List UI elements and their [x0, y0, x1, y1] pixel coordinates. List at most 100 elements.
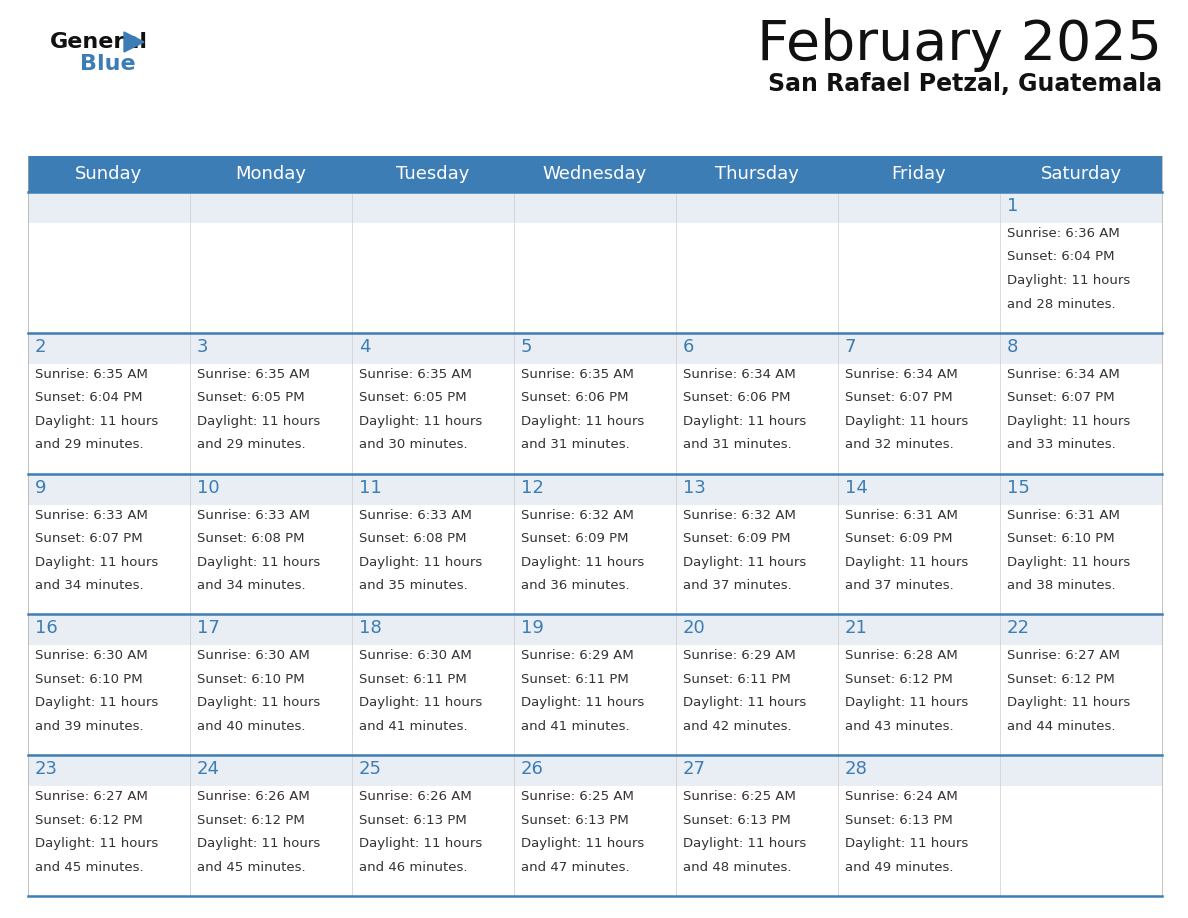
Text: Daylight: 11 hours: Daylight: 11 hours [1007, 555, 1130, 568]
Bar [514, 756, 676, 786]
Text: 2: 2 [34, 338, 46, 356]
Text: Sunset: 6:11 PM: Sunset: 6:11 PM [359, 673, 467, 686]
Bar [352, 333, 514, 364]
Text: 27: 27 [683, 760, 706, 778]
Text: 4: 4 [359, 338, 371, 356]
Text: Daylight: 11 hours: Daylight: 11 hours [845, 415, 968, 428]
Text: Daylight: 11 hours: Daylight: 11 hours [522, 697, 644, 710]
Text: 13: 13 [683, 478, 706, 497]
Bar [1000, 192, 1162, 223]
Text: Thursday: Thursday [715, 165, 800, 183]
Text: Sunset: 6:07 PM: Sunset: 6:07 PM [34, 532, 143, 545]
Text: Sunset: 6:12 PM: Sunset: 6:12 PM [34, 813, 143, 827]
Text: Sunrise: 6:35 AM: Sunrise: 6:35 AM [522, 368, 634, 381]
Text: Daylight: 11 hours: Daylight: 11 hours [359, 415, 482, 428]
Bar [352, 614, 514, 645]
Text: 12: 12 [522, 478, 544, 497]
Text: Wednesday: Wednesday [543, 165, 647, 183]
Text: and 37 minutes.: and 37 minutes. [683, 579, 791, 592]
Text: Sunset: 6:12 PM: Sunset: 6:12 PM [845, 673, 953, 686]
Bar [838, 364, 1000, 474]
Text: Sunrise: 6:28 AM: Sunrise: 6:28 AM [845, 649, 958, 663]
Text: Daylight: 11 hours: Daylight: 11 hours [1007, 697, 1130, 710]
Text: Sunrise: 6:30 AM: Sunrise: 6:30 AM [197, 649, 310, 663]
Text: Sunrise: 6:33 AM: Sunrise: 6:33 AM [359, 509, 472, 521]
Text: Sunset: 6:06 PM: Sunset: 6:06 PM [522, 391, 628, 404]
Text: and 36 minutes.: and 36 minutes. [522, 579, 630, 592]
Text: Sunset: 6:10 PM: Sunset: 6:10 PM [34, 673, 143, 686]
Bar [1000, 756, 1162, 786]
Text: Daylight: 11 hours: Daylight: 11 hours [845, 697, 968, 710]
Text: and 46 minutes.: and 46 minutes. [359, 861, 468, 874]
Bar [514, 614, 676, 645]
Bar [838, 756, 1000, 786]
Bar [352, 505, 514, 614]
Text: Sunrise: 6:31 AM: Sunrise: 6:31 AM [845, 509, 958, 521]
Text: February 2025: February 2025 [757, 18, 1162, 72]
Text: Sunrise: 6:24 AM: Sunrise: 6:24 AM [845, 790, 958, 803]
Bar [676, 364, 838, 474]
Text: Sunrise: 6:33 AM: Sunrise: 6:33 AM [197, 509, 310, 521]
Bar [1000, 333, 1162, 364]
Bar [514, 223, 676, 333]
Text: Sunset: 6:08 PM: Sunset: 6:08 PM [359, 532, 467, 545]
Text: Sunset: 6:08 PM: Sunset: 6:08 PM [197, 532, 304, 545]
Text: Daylight: 11 hours: Daylight: 11 hours [683, 837, 807, 850]
Bar [514, 333, 676, 364]
Text: Daylight: 11 hours: Daylight: 11 hours [845, 837, 968, 850]
Bar [352, 474, 514, 505]
Text: Daylight: 11 hours: Daylight: 11 hours [1007, 415, 1130, 428]
Text: Daylight: 11 hours: Daylight: 11 hours [197, 415, 321, 428]
Bar [29, 645, 190, 756]
Text: 21: 21 [845, 620, 868, 637]
Bar [29, 786, 190, 896]
Text: 19: 19 [522, 620, 544, 637]
Bar [29, 333, 190, 364]
Text: San Rafael Petzal, Guatemala: San Rafael Petzal, Guatemala [767, 72, 1162, 96]
Text: and 30 minutes.: and 30 minutes. [359, 438, 468, 452]
Text: Sunset: 6:04 PM: Sunset: 6:04 PM [34, 391, 143, 404]
Text: Sunset: 6:12 PM: Sunset: 6:12 PM [197, 813, 305, 827]
Text: and 42 minutes.: and 42 minutes. [683, 720, 791, 733]
Text: Sunrise: 6:27 AM: Sunrise: 6:27 AM [34, 790, 147, 803]
Bar [838, 614, 1000, 645]
Text: Sunset: 6:06 PM: Sunset: 6:06 PM [683, 391, 790, 404]
Text: Sunrise: 6:29 AM: Sunrise: 6:29 AM [683, 649, 796, 663]
Text: Sunset: 6:09 PM: Sunset: 6:09 PM [522, 532, 628, 545]
Text: 25: 25 [359, 760, 383, 778]
Text: Sunrise: 6:27 AM: Sunrise: 6:27 AM [1007, 649, 1120, 663]
Bar [676, 223, 838, 333]
Text: and 34 minutes.: and 34 minutes. [34, 579, 144, 592]
Text: Daylight: 11 hours: Daylight: 11 hours [359, 555, 482, 568]
Bar [838, 223, 1000, 333]
Text: and 40 minutes.: and 40 minutes. [197, 720, 305, 733]
Bar [838, 505, 1000, 614]
Text: Sunset: 6:09 PM: Sunset: 6:09 PM [845, 532, 953, 545]
Text: 8: 8 [1007, 338, 1018, 356]
Bar [29, 223, 190, 333]
Bar [352, 223, 514, 333]
Text: 18: 18 [359, 620, 381, 637]
Text: Daylight: 11 hours: Daylight: 11 hours [34, 415, 158, 428]
Bar [838, 192, 1000, 223]
Text: and 39 minutes.: and 39 minutes. [34, 720, 144, 733]
Text: Sunset: 6:11 PM: Sunset: 6:11 PM [522, 673, 628, 686]
Text: and 48 minutes.: and 48 minutes. [683, 861, 791, 874]
Text: Sunrise: 6:32 AM: Sunrise: 6:32 AM [522, 509, 634, 521]
Text: Sunrise: 6:32 AM: Sunrise: 6:32 AM [683, 509, 796, 521]
Text: Sunset: 6:13 PM: Sunset: 6:13 PM [683, 813, 791, 827]
Text: and 45 minutes.: and 45 minutes. [34, 861, 144, 874]
Text: Sunset: 6:13 PM: Sunset: 6:13 PM [845, 813, 953, 827]
Text: Daylight: 11 hours: Daylight: 11 hours [359, 697, 482, 710]
Text: 22: 22 [1007, 620, 1030, 637]
Text: Daylight: 11 hours: Daylight: 11 hours [197, 555, 321, 568]
Bar [838, 645, 1000, 756]
Text: 3: 3 [197, 338, 209, 356]
Text: Sunrise: 6:26 AM: Sunrise: 6:26 AM [359, 790, 472, 803]
Text: Sunrise: 6:34 AM: Sunrise: 6:34 AM [845, 368, 958, 381]
Bar [352, 756, 514, 786]
Text: and 29 minutes.: and 29 minutes. [34, 438, 144, 452]
Bar [352, 786, 514, 896]
Bar [676, 192, 838, 223]
Text: 11: 11 [359, 478, 381, 497]
